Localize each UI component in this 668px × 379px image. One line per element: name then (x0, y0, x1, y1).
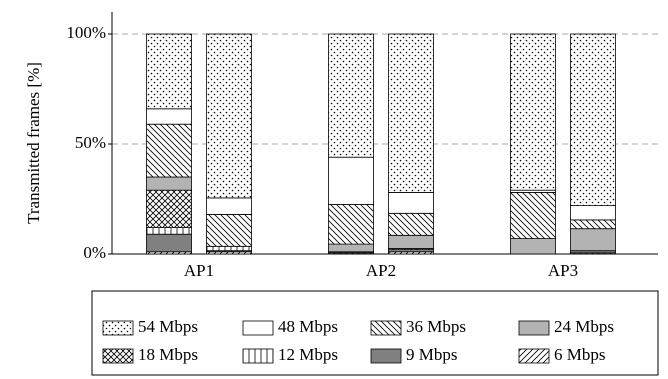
bar-segment (570, 33, 616, 207)
legend-label: 48 Mbps (278, 317, 338, 336)
legend-label: 18 Mbps (138, 345, 198, 364)
bar-segment (328, 204, 374, 245)
bar-segment (570, 205, 616, 221)
bar-segment (388, 191, 434, 214)
bar-segment (388, 33, 434, 193)
legend-label: 9 Mbps (406, 345, 457, 364)
bar-segment (146, 33, 192, 110)
bar-segment (146, 176, 192, 191)
bar-segment (146, 233, 192, 253)
bar-segment (510, 33, 556, 191)
legend-swatch (518, 348, 550, 364)
y-tick-label: 50% (75, 133, 106, 152)
x-tick-label: AP3 (548, 261, 578, 280)
bar-segment (328, 243, 374, 253)
legend-swatch (370, 320, 402, 336)
bar-segment (388, 234, 434, 249)
legend-swatch (370, 348, 402, 364)
bar-segment (146, 189, 192, 228)
x-tick-label: AP1 (184, 261, 214, 280)
y-tick-label: 0% (83, 243, 106, 262)
bar-segment (328, 156, 374, 205)
y-tick-label: 100% (66, 23, 106, 42)
legend-swatch (102, 320, 134, 336)
x-tick-label: AP2 (366, 261, 396, 280)
bar-segment (570, 219, 616, 230)
legend-label: 24 Mbps (554, 317, 614, 336)
bar-segment (146, 108, 192, 125)
legend-label: 36 Mbps (406, 317, 466, 336)
legend-swatch (102, 348, 134, 364)
y-axis-label: Transmitted frames [%] (24, 62, 43, 224)
bar-segment (206, 197, 252, 215)
legend-swatch (242, 348, 274, 364)
legend-swatch (242, 320, 274, 336)
bar-segment (510, 191, 556, 239)
bar-segment (328, 33, 374, 158)
legend-label: 6 Mbps (554, 345, 605, 364)
legend-label: 12 Mbps (278, 345, 338, 364)
bar-segment (146, 123, 192, 178)
bar-segment (206, 213, 252, 247)
bar-segment (388, 212, 434, 236)
legend-swatch (518, 320, 550, 336)
bar-segment (206, 245, 252, 252)
legend-box (91, 290, 659, 376)
legend-label: 54 Mbps (138, 317, 198, 336)
bar-segment (570, 228, 616, 252)
bar-segment (146, 227, 192, 235)
bar-segment (206, 33, 252, 199)
bar-segment (510, 238, 556, 255)
